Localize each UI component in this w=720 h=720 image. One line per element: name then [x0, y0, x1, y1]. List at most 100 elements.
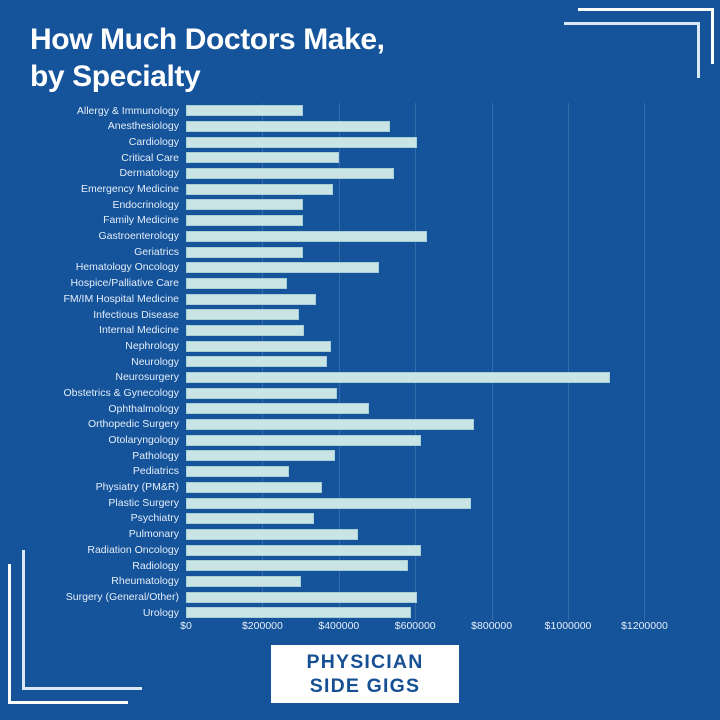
category-label: Endocrinology — [112, 199, 179, 211]
category-label: Allergy & Immunology — [76, 105, 179, 117]
bar — [186, 121, 391, 133]
bar — [186, 513, 314, 525]
bar-row — [186, 119, 675, 135]
category-label-row: Hospice/Palliative Care — [0, 276, 186, 292]
category-label-row: Rheumatology — [0, 574, 186, 590]
bar-row — [186, 181, 675, 197]
bar-row — [186, 432, 675, 448]
chart-title-line-1: How Much Doctors Make, — [30, 23, 385, 56]
category-label: Critical Care — [121, 152, 179, 164]
category-label: Orthopedic Surgery — [87, 419, 179, 430]
bar-row — [186, 511, 675, 527]
category-label: Cardiology — [128, 136, 179, 148]
category-label: Neurology — [131, 356, 179, 368]
corner-bracket-top-right-inner — [564, 22, 700, 78]
category-label: Urology — [142, 607, 179, 619]
category-label: Otolaryngology — [108, 435, 179, 446]
category-label: Family Medicine — [103, 215, 179, 226]
category-label-row: Geriatrics — [0, 244, 186, 260]
category-label-row: Psychiatry — [0, 511, 186, 527]
bar — [186, 591, 418, 603]
category-label-row: Ophthalmology — [0, 401, 186, 417]
gridline — [415, 103, 417, 620]
bar-row — [186, 401, 675, 417]
category-label-row: Orthopedic Surgery — [0, 417, 186, 433]
category-label: Pulmonary — [128, 529, 179, 540]
category-label-row: Surgery (General/Other) — [0, 589, 186, 605]
category-label: Plastic Surgery — [108, 497, 179, 509]
bar — [186, 528, 358, 540]
brand-logo: PHYSICIAN SIDE GIGS — [271, 645, 459, 703]
bars-region — [186, 103, 675, 620]
category-label: Physiatry (PM&R) — [95, 482, 179, 493]
bar — [186, 262, 379, 274]
bar-row — [186, 589, 675, 605]
category-label-row: Neurosurgery — [0, 370, 186, 386]
category-label-row: Hematology Oncology — [0, 260, 186, 276]
category-label: Nephrology — [125, 340, 179, 352]
bar — [186, 466, 290, 478]
corner-bracket-bottom-left-outer — [8, 564, 128, 704]
gridline — [491, 103, 493, 620]
category-label-row: Anesthesiology — [0, 119, 186, 135]
category-label-row: Radiology — [0, 558, 186, 574]
bar-row — [186, 464, 675, 480]
category-label: Hospice/Palliative Care — [70, 278, 179, 289]
category-label-row: Plastic Surgery — [0, 495, 186, 511]
bar — [186, 607, 412, 619]
category-label: Radiology — [132, 560, 179, 572]
gridline — [644, 103, 646, 620]
bar-row — [186, 480, 675, 496]
bar-row — [186, 260, 675, 276]
bar-series — [186, 103, 675, 621]
bar — [186, 168, 395, 180]
bar — [186, 544, 421, 556]
bar-row — [186, 150, 675, 166]
bar — [186, 387, 337, 399]
bar-row — [186, 276, 675, 292]
bar — [186, 372, 611, 384]
bar-row — [186, 385, 675, 401]
bar-row — [186, 134, 675, 150]
bar — [186, 136, 418, 148]
bar — [186, 105, 303, 117]
bar-row — [186, 354, 675, 370]
category-label: Infectious Disease — [93, 309, 179, 321]
bar — [186, 277, 288, 289]
bar — [186, 450, 335, 462]
bar-row — [186, 605, 675, 621]
x-axis-tick-label: $600000 — [394, 620, 436, 632]
category-label: Hematology Oncology — [75, 262, 179, 273]
category-label: Rheumatology — [111, 576, 179, 587]
bar-row — [186, 527, 675, 543]
bar-row — [186, 495, 675, 511]
category-label-row: Dermatology — [0, 166, 186, 182]
category-label: Geriatrics — [134, 246, 179, 258]
category-label: Gastroenterology — [98, 231, 179, 242]
bar — [186, 246, 303, 258]
bar — [186, 403, 370, 415]
corner-bracket-top-right-outer — [578, 8, 714, 64]
corner-bracket-bottom-left-inner — [22, 550, 142, 690]
category-label: Anesthesiology — [107, 121, 179, 132]
category-label: Ophthalmology — [108, 403, 179, 415]
bar — [186, 324, 305, 336]
bar — [186, 575, 301, 587]
bar — [186, 560, 408, 572]
category-label-row: Infectious Disease — [0, 307, 186, 323]
bar-row — [186, 338, 675, 354]
x-axis-tick-label: $0 — [180, 620, 192, 632]
category-axis: Allergy & Immunology Anesthesiology Cardio… — [0, 103, 186, 620]
x-axis-tick-label: $200000 — [241, 620, 283, 632]
logo-line-2: SIDE GIGS — [309, 675, 421, 697]
category-label-row: Physiatry (PM&R) — [0, 480, 186, 496]
category-label-row: Family Medicine — [0, 213, 186, 229]
bar — [186, 419, 475, 431]
bar-row — [186, 370, 675, 386]
category-label-row: Pulmonary — [0, 527, 186, 543]
bar — [186, 293, 316, 305]
bar-row — [186, 448, 675, 464]
category-label-row: Pathology — [0, 448, 186, 464]
bar — [186, 356, 328, 368]
